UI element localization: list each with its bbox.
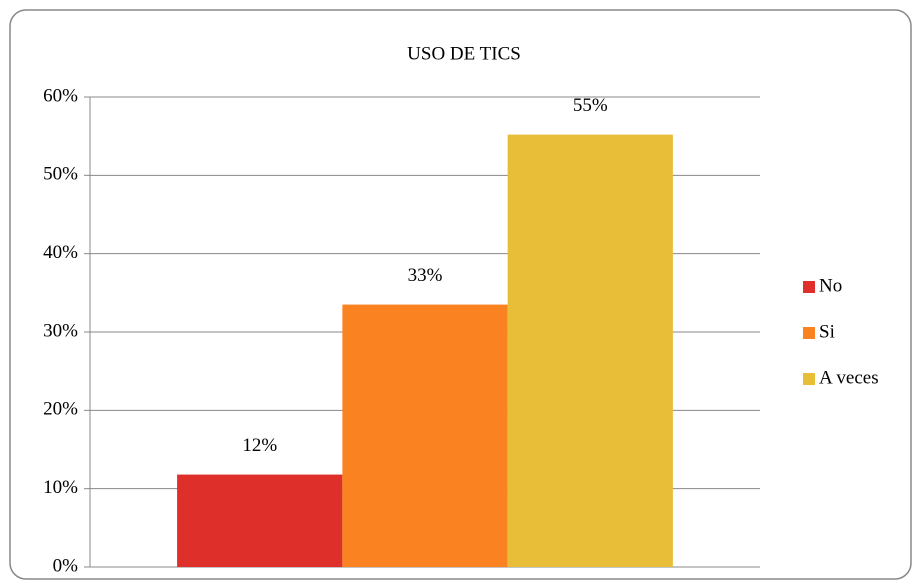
value-label: 12% — [242, 435, 277, 456]
y-tick-label: 60% — [43, 85, 78, 106]
bar — [342, 304, 508, 567]
chart-title: USO DE TICS — [407, 43, 521, 64]
bar — [507, 134, 673, 567]
y-tick-label: 30% — [43, 320, 78, 341]
legend-swatch — [803, 373, 815, 385]
legend-swatch — [803, 281, 815, 293]
y-tick-label: 40% — [43, 242, 78, 263]
chart-border — [9, 9, 912, 580]
y-tick-label: 10% — [43, 477, 78, 498]
legend-swatch — [803, 327, 815, 339]
legend-label: No — [819, 275, 842, 296]
y-tick-label: 0% — [53, 555, 79, 576]
value-label: 55% — [573, 95, 608, 116]
bar — [177, 474, 343, 567]
y-tick-label: 20% — [43, 399, 78, 420]
y-tick-label: 50% — [43, 164, 78, 185]
value-label: 33% — [408, 265, 443, 286]
legend-label: A veces — [819, 367, 879, 388]
legend-label: Si — [819, 321, 835, 342]
